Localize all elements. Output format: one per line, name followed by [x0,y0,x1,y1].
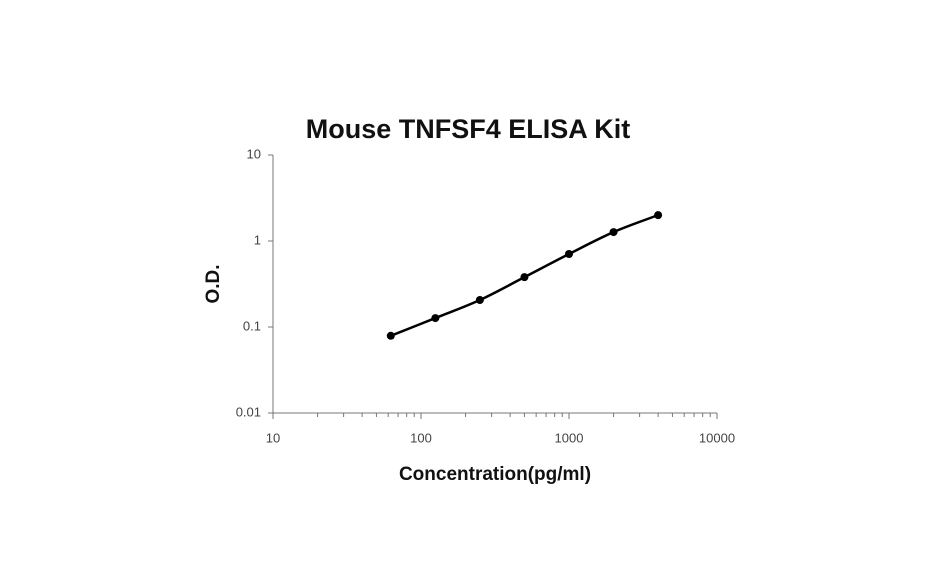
x-tick-label: 10000 [699,430,735,445]
data-point [609,228,618,237]
x-tick-label: 10 [266,430,280,445]
data-point [386,331,395,340]
y-tick-label: 0.01 [236,404,261,419]
y-tick-label: 10 [247,146,261,161]
data-point [520,273,529,282]
y-axis-label: O.D. [203,264,224,303]
x-axis-label: Concentration(pg/ml) [399,464,591,485]
data-point [565,250,573,259]
y-tick-label: 1 [254,232,261,247]
x-tick-label: 100 [410,430,432,445]
chart-title: Mouse TNFSF4 ELISA Kit [306,114,631,144]
data-point [475,296,484,305]
y-tick-label: 0.1 [243,318,261,333]
x-tick-label: 1000 [555,430,584,445]
data-point [431,314,440,323]
data-point [654,211,663,220]
